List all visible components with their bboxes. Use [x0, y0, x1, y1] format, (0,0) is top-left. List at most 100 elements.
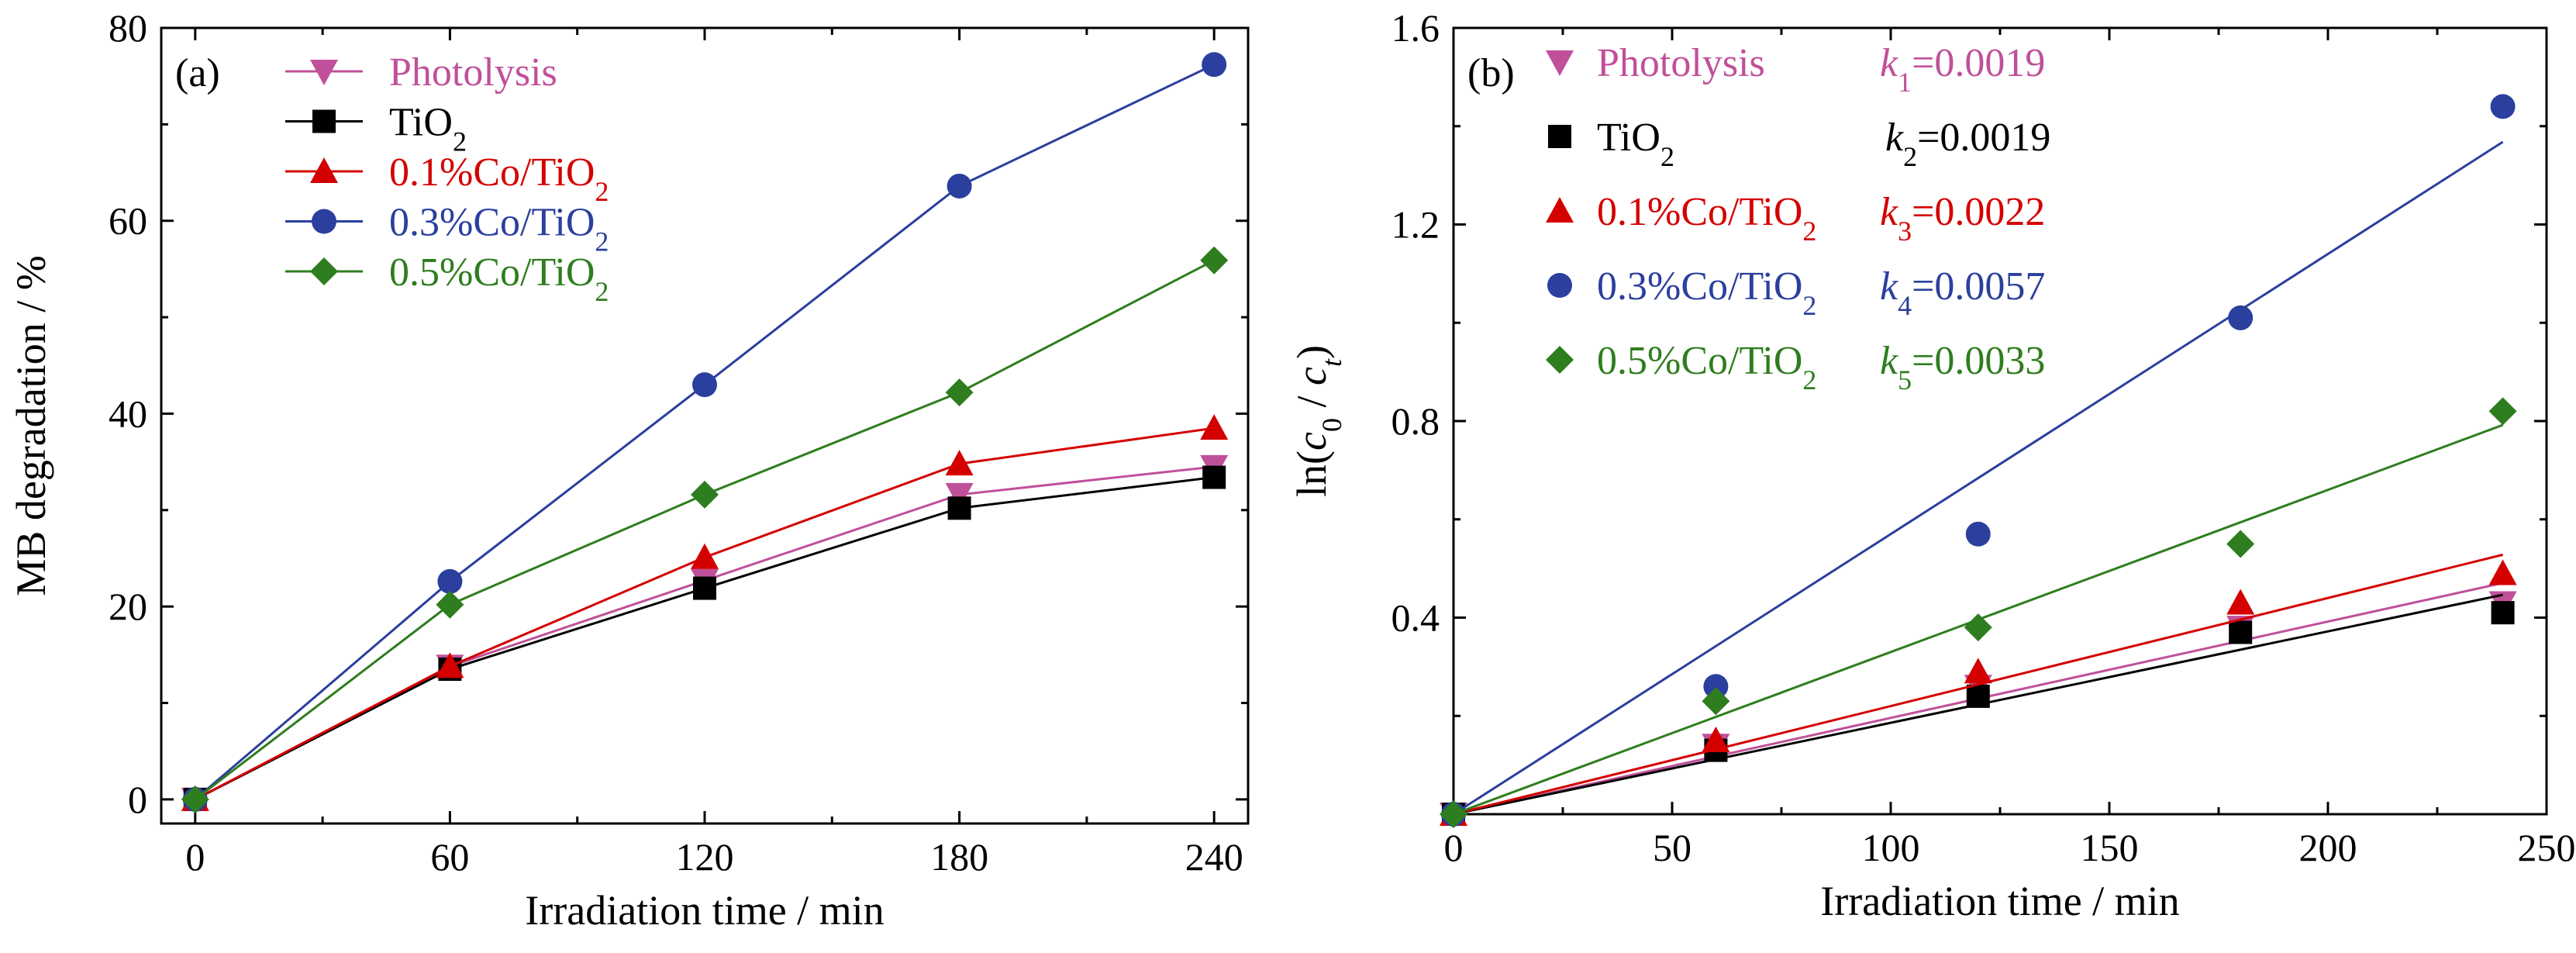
text-span: =0.0033	[1912, 339, 2045, 383]
y-tick-label: 80	[109, 6, 147, 50]
data-point	[436, 652, 464, 678]
text-span: ln(	[1288, 451, 1335, 497]
legend-rate-constant: k3=0.0022	[1880, 190, 2045, 247]
text-span: 0.1%Co/TiO	[389, 150, 595, 195]
legend-marker	[312, 109, 336, 133]
text-span: 2	[1802, 364, 1816, 395]
text-span: c	[1288, 432, 1335, 451]
x-axis-label: Irradiation time / min	[1820, 878, 2179, 924]
text-span: Photolysis	[1597, 41, 1765, 85]
data-point	[1702, 687, 1730, 716]
series-0-1-co-tio2	[181, 414, 1229, 811]
series-line	[195, 476, 1215, 801]
data-point	[947, 173, 972, 199]
fit-line	[1453, 140, 2504, 816]
y-tick-label: 0	[128, 778, 147, 821]
series-0-5-co-tio2	[1440, 397, 2517, 828]
data-point	[1202, 465, 1226, 489]
text-span: k	[1880, 339, 1898, 383]
legend-rate-constant: k1=0.0019	[1880, 41, 2045, 98]
text-span: =0.0019	[1917, 116, 2050, 160]
legend-label: Photolysis	[1597, 41, 1765, 85]
series-0-3-co-tio2	[182, 52, 1227, 812]
text-span: 0.3%Co/TiO	[389, 201, 595, 245]
y-tick-label: 0.8	[1391, 399, 1440, 443]
legend-label: Photolysis	[389, 50, 557, 95]
text-span: Photolysis	[389, 50, 557, 95]
data-point	[2228, 305, 2254, 330]
data-point	[1964, 613, 1992, 642]
text-span: c	[1288, 367, 1335, 385]
x-tick-label: 240	[1185, 835, 1243, 879]
data-point	[1703, 674, 1729, 699]
legend-marker	[1546, 197, 1574, 223]
series-photolysis	[181, 454, 1229, 813]
legend-item: 0.3%Co/TiO2 k4=0.0057	[1547, 264, 2045, 321]
legend-label: 0.5%Co/TiO2	[1597, 339, 1816, 395]
data-point	[2491, 601, 2515, 625]
text-span: 3	[1898, 216, 1912, 247]
text-span: =0.0019	[1912, 41, 2045, 85]
data-point	[692, 372, 717, 398]
text-span: 2	[595, 226, 609, 257]
text-span: 2	[1802, 216, 1816, 247]
legend-marker	[1548, 125, 1571, 148]
data-point	[945, 378, 974, 407]
text-span: TiO	[1597, 116, 1660, 160]
text-span: 2	[453, 126, 467, 157]
data-point	[1965, 521, 1991, 547]
text-span: 1	[1898, 67, 1912, 98]
data-point	[1200, 414, 1229, 440]
legend-label: 0.1%Co/TiO2	[1597, 190, 1816, 247]
legend-marker	[310, 257, 338, 285]
legend-item: Photolysis	[285, 50, 557, 95]
x-tick-label: 50	[1653, 826, 1691, 869]
legend-label: 0.5%Co/TiO2	[389, 250, 609, 307]
series-line	[194, 63, 1215, 801]
y-tick-label: 20	[109, 585, 147, 628]
text-span: 2	[1802, 290, 1816, 321]
y-tick-label: 40	[109, 392, 147, 435]
x-tick-label: 0	[185, 835, 205, 879]
data-point	[1440, 800, 1467, 828]
data-point	[2226, 589, 2255, 615]
y-axis-label: MB degradation / %	[8, 255, 54, 596]
x-tick-label: 120	[676, 835, 734, 879]
text-span: k	[1880, 264, 1898, 309]
y-tick-label: 0.4	[1391, 596, 1440, 640]
text-span: 2	[595, 276, 609, 307]
y-axis-label: ln(c0 / ct)	[1288, 345, 1347, 497]
data-point	[1202, 52, 1227, 78]
data-point	[1964, 658, 1992, 684]
legend-label: 0.3%Co/TiO2	[389, 201, 609, 257]
legend-rate-constant: k5=0.0033	[1880, 339, 2045, 395]
legend-label: 0.3%Co/TiO2	[1597, 264, 1816, 321]
x-tick-label: 60	[430, 835, 469, 879]
data-point	[945, 482, 974, 509]
fit-line	[1453, 553, 2503, 816]
x-tick-label: 0	[1444, 826, 1464, 869]
text-span: k	[1885, 116, 1904, 160]
legend-marker	[1547, 273, 1572, 298]
data-point	[691, 543, 719, 569]
text-span: k	[1880, 190, 1898, 234]
data-point	[2490, 94, 2516, 119]
x-tick-label: 250	[2518, 826, 2576, 869]
legend-label: 0.1%Co/TiO2	[389, 150, 609, 207]
data-point	[1200, 246, 1229, 275]
legend-item: 0.5%Co/TiO2 k5=0.0033	[1546, 339, 2045, 395]
text-span: )	[1288, 345, 1335, 359]
y-tick-label: 1.2	[1391, 203, 1440, 247]
text-span: =0.0057	[1912, 264, 2045, 309]
legend: PhotolysisTiO20.1%Co/TiO20.3%Co/TiO20.5%…	[285, 50, 609, 307]
panel-label: (b)	[1467, 51, 1515, 95]
x-tick-label: 180	[930, 835, 988, 879]
chart-panel-a: 0 60 120 180 240 0 20 40 60 80 Irradiation time / …	[8, 6, 1250, 934]
panel-label: (a)	[175, 51, 220, 95]
legend-rate-constant: k2=0.0019	[1885, 116, 2050, 172]
text-span: 2	[595, 176, 609, 207]
data-point	[2488, 397, 2517, 426]
plot-frame	[160, 26, 1250, 825]
